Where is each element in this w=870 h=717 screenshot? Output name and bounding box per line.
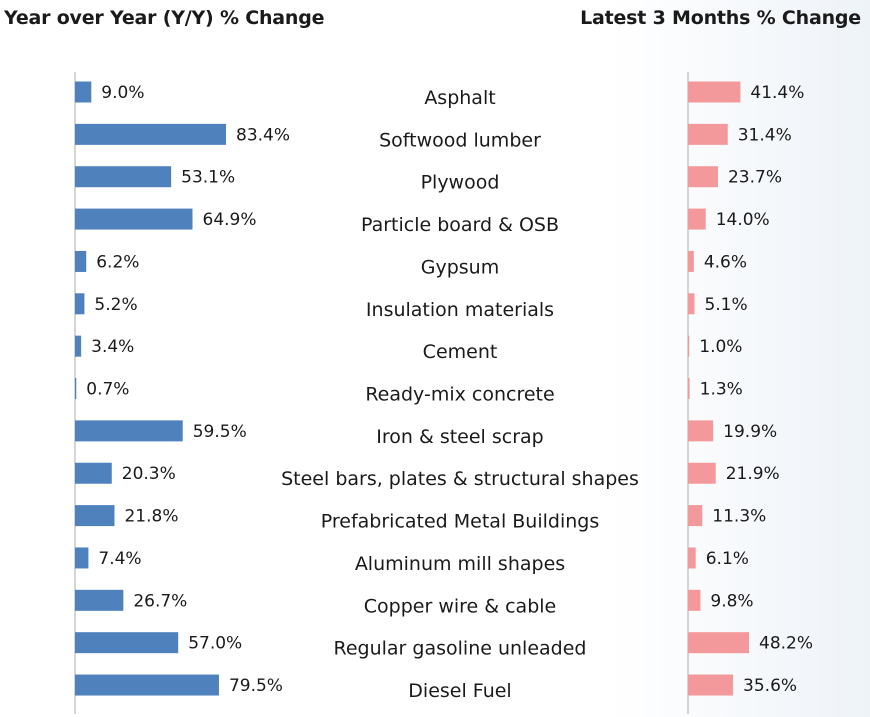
category-label-copper-wire-cable: Copper wire & cable [364, 595, 556, 617]
yoy-value-label-insulation-materials: 5.2% [94, 295, 137, 315]
three-month-bar-regular-gasoline-unleaded [688, 632, 749, 654]
three-month-bar-ready-mix-concrete [688, 378, 690, 400]
category-label-asphalt: Asphalt [424, 87, 495, 109]
three-month-bar-particle-board-osb [688, 208, 706, 230]
three-month-value-label-prefabricated-metal-buildings: 11.3% [712, 507, 766, 527]
three-month-bar-asphalt [688, 81, 741, 103]
three-month-value-label-regular-gasoline-unleaded: 48.2% [759, 634, 813, 654]
three-month-bar-copper-wire-cable [688, 589, 701, 611]
three-month-value-label-particle-board-osb: 14.0% [716, 210, 770, 230]
yoy-bar-asphalt [75, 81, 92, 103]
three-month-value-label-plywood: 23.7% [728, 168, 782, 188]
yoy-value-label-diesel-fuel: 79.5% [229, 676, 283, 696]
yoy-value-label-plywood: 53.1% [181, 168, 235, 188]
right-chart-title: Latest 3 Months % Change [580, 7, 861, 29]
three-month-value-label-asphalt: 41.4% [750, 83, 804, 103]
three-month-value-label-copper-wire-cable: 9.8% [710, 591, 753, 611]
three-month-value-label-steel-bars-plates-structural-shapes: 21.9% [726, 464, 780, 484]
three-month-bar-iron-steel-scrap [688, 420, 714, 442]
category-label-cement: Cement [423, 341, 498, 363]
yoy-bar-plywood [75, 166, 172, 188]
yoy-value-label-softwood-lumber: 83.4% [236, 125, 290, 145]
category-label-gypsum: Gypsum [421, 256, 499, 278]
yoy-bar-ready-mix-concrete [75, 378, 77, 400]
yoy-value-label-regular-gasoline-unleaded: 57.0% [188, 634, 242, 654]
category-label-insulation-materials: Insulation materials [366, 299, 554, 321]
yoy-value-label-cement: 3.4% [91, 337, 134, 357]
three-month-bar-aluminum-mill-shapes [688, 547, 696, 569]
three-month-value-label-diesel-fuel: 35.6% [743, 676, 797, 696]
yoy-value-label-steel-bars-plates-structural-shapes: 20.3% [122, 464, 176, 484]
yoy-value-label-gypsum: 6.2% [96, 252, 139, 272]
yoy-value-label-ready-mix-concrete: 0.7% [86, 380, 129, 400]
yoy-bar-iron-steel-scrap [75, 420, 183, 442]
three-month-value-label-cement: 1.0% [699, 337, 742, 357]
category-label-aluminum-mill-shapes: Aluminum mill shapes [355, 553, 565, 575]
category-label-steel-bars-plates-structural-shapes: Steel bars, plates & structural shapes [281, 468, 639, 490]
three-month-bar-diesel-fuel [688, 674, 734, 696]
category-label-ready-mix-concrete: Ready-mix concrete [365, 384, 554, 406]
category-label-diesel-fuel: Diesel Fuel [408, 680, 511, 702]
yoy-value-label-particle-board-osb: 64.9% [203, 210, 257, 230]
three-month-value-label-gypsum: 4.6% [704, 252, 747, 272]
yoy-value-label-prefabricated-metal-buildings: 21.8% [124, 507, 178, 527]
yoy-bar-insulation-materials [75, 293, 85, 315]
yoy-bar-diesel-fuel [75, 674, 219, 696]
three-month-bar-insulation-materials [688, 293, 695, 315]
three-month-bar-prefabricated-metal-buildings [688, 505, 703, 527]
three-month-bar-gypsum [688, 250, 694, 272]
yoy-bar-prefabricated-metal-buildings [75, 505, 115, 527]
three-month-bar-softwood-lumber [688, 123, 728, 145]
yoy-bar-copper-wire-cable [75, 589, 124, 611]
three-month-value-label-insulation-materials: 5.1% [704, 295, 747, 315]
left-chart-title: Year over Year (Y/Y) % Change [4, 7, 325, 29]
yoy-bar-cement [75, 335, 82, 357]
yoy-bar-aluminum-mill-shapes [75, 547, 89, 569]
category-label-iron-steel-scrap: Iron & steel scrap [376, 426, 543, 448]
category-label-regular-gasoline-unleaded: Regular gasoline unleaded [334, 638, 587, 660]
three-month-bar-steel-bars-plates-structural-shapes [688, 462, 716, 484]
yoy-bar-gypsum [75, 250, 87, 272]
yoy-bar-steel-bars-plates-structural-shapes [75, 462, 112, 484]
three-month-value-label-iron-steel-scrap: 19.9% [723, 422, 777, 442]
category-label-softwood-lumber: Softwood lumber [379, 129, 541, 151]
yoy-bar-particle-board-osb [75, 208, 193, 230]
yoy-value-label-aluminum-mill-shapes: 7.4% [98, 549, 141, 569]
yoy-bar-regular-gasoline-unleaded [75, 632, 179, 654]
three-month-bar-cement [688, 335, 690, 357]
yoy-bar-softwood-lumber [75, 123, 226, 145]
yoy-value-label-iron-steel-scrap: 59.5% [193, 422, 247, 442]
three-month-value-label-ready-mix-concrete: 1.3% [700, 380, 743, 400]
category-label-plywood: Plywood [421, 172, 500, 194]
yoy-value-label-asphalt: 9.0% [101, 83, 144, 103]
yoy-value-label-copper-wire-cable: 26.7% [133, 591, 187, 611]
three-month-bar-plywood [688, 166, 718, 188]
three-month-value-label-aluminum-mill-shapes: 6.1% [706, 549, 749, 569]
category-label-prefabricated-metal-buildings: Prefabricated Metal Buildings [321, 511, 600, 533]
three-month-value-label-softwood-lumber: 31.4% [738, 125, 792, 145]
category-label-particle-board-osb: Particle board & OSB [361, 214, 559, 236]
